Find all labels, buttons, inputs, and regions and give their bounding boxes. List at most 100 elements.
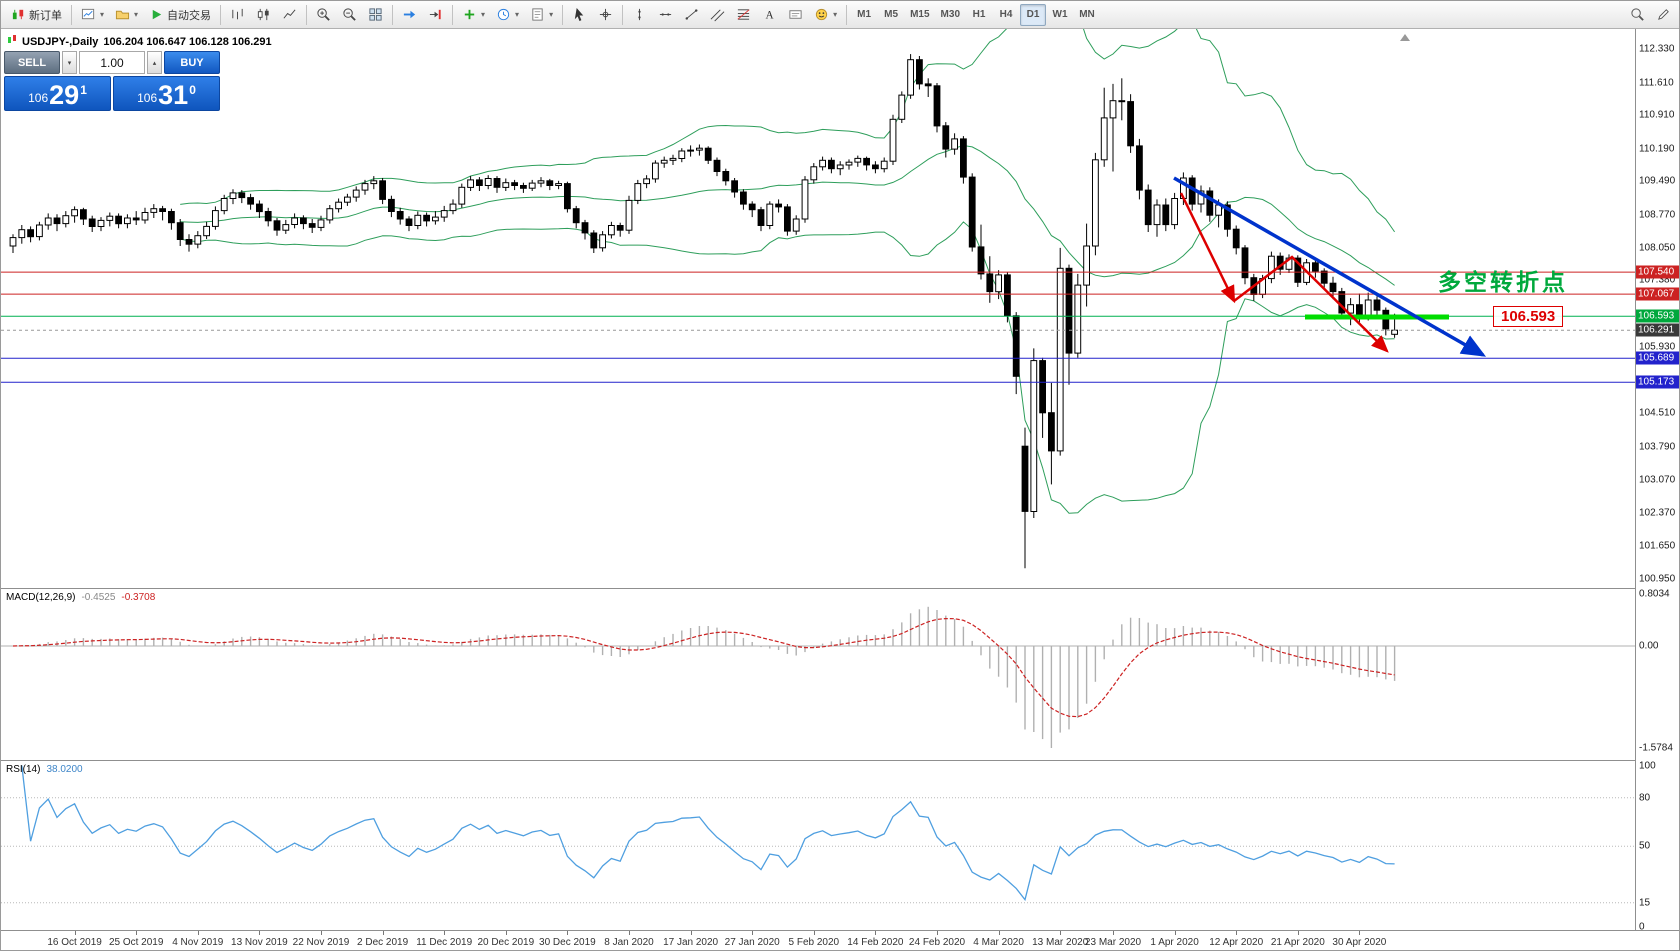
macd-signal-value: -0.3708 [121,592,156,603]
zoom-out-button[interactable] [337,4,362,26]
timeframe-mn-button[interactable]: MN [1074,4,1100,26]
auto-scroll-button[interactable] [397,4,422,26]
red-swing-arrow-1 [1179,192,1236,304]
zoom-in-button[interactable] [311,4,336,26]
price-tag-label: 105.173 [1636,375,1679,389]
hline-icon [658,7,673,22]
red-swing-arrow-2 [1233,255,1389,353]
ask-pipette: 0 [189,83,196,97]
timeframe-w1-button[interactable]: W1 [1047,4,1073,26]
indicators-button[interactable]: ▾ [457,4,490,26]
text-label-button[interactable] [783,4,808,26]
time-tick [1297,931,1299,935]
profiles-button[interactable]: ▾ [110,4,143,26]
volume-up-button[interactable]: ▴ [147,51,162,74]
shift-icon [428,7,443,22]
bar-chart-button[interactable] [225,4,250,26]
price-tag-label: 107.067 [1636,287,1679,301]
zoom-in-icon [316,7,331,22]
time-axis-label: 17 Jan 2020 [663,937,719,948]
trend-drawings[interactable] [1173,176,1487,357]
text-button[interactable]: A [757,4,782,26]
sell-price-button[interactable]: 106 29 1 [4,76,111,111]
timeframe-m30-button[interactable]: M30 [936,4,965,26]
sell-button[interactable]: SELL [4,51,60,74]
text-icon: A [762,7,777,22]
price-scale-separator [1635,29,1636,930]
price-scale-label: 101.650 [1639,540,1676,552]
rsi-scale-label: 100 [1639,760,1656,771]
rsi-indicator-label: RSI(14) 38.0200 [6,764,83,775]
price-level-annotation[interactable]: 106.593 [1493,306,1564,327]
edit-button[interactable] [1651,4,1676,26]
timeframe-m1-button[interactable]: M1 [851,4,877,26]
time-axis[interactable]: 16 Oct 2019 25 Oct 2019 4 Nov 2019 13 Nov 2… [1,931,1635,950]
auto-trading-button[interactable]: 自动交易 [144,4,216,26]
rsi-panel-separator[interactable] [1,760,1679,761]
rsi-line [21,765,1395,902]
new-order-button[interactable]: 新订单 [6,4,67,26]
price-tag-label: 105.689 [1636,351,1679,365]
tile-windows-button[interactable] [363,4,388,26]
price-scale-label: 103.790 [1639,441,1676,453]
clock-icon [496,7,511,22]
new-order-icon [11,7,26,22]
crosshair-button[interactable] [593,4,618,26]
timeframe-m1-button-label: M1 [857,9,872,20]
time-tick [259,931,261,935]
volume-down-button[interactable]: ▾ [62,51,77,74]
bid-big-digits: 29 [49,80,80,110]
price-scale-label: 103.070 [1639,474,1676,486]
time-axis-label: 27 Jan 2020 [724,937,780,948]
candlestick-button[interactable] [251,4,276,26]
timeframe-h4-button[interactable]: H4 [993,4,1019,26]
line-chart-button[interactable] [277,4,302,26]
price-scale-label: 110.190 [1639,143,1675,155]
timeframe-m15-button[interactable]: M15 [905,4,934,26]
trendline-button[interactable] [679,4,704,26]
cursor-button[interactable] [567,4,592,26]
arrows-button[interactable]: ▾ [809,4,842,26]
buy-price-button[interactable]: 106 31 0 [113,76,220,111]
bollinger-band-line [180,221,1395,514]
price-scale-label: 108.050 [1639,242,1676,254]
time-axis-label: 13 Mar 2020 [1032,937,1089,948]
chart-shift-button[interactable] [423,4,448,26]
periods-button[interactable]: ▾ [491,4,524,26]
price-scale[interactable]: 112.330 111.610 110.910 110.190 109.490 108.7… [1636,29,1679,933]
chart-shift-marker[interactable] [1400,34,1410,41]
macd-indicator-label: MACD(12,26,9) -0.4525 -0.3708 [6,592,155,603]
timeframe-h1-button[interactable]: H1 [966,4,992,26]
new-chart-button[interactable]: ▾ [76,4,109,26]
fibonacci-button[interactable] [731,4,756,26]
equidistant-channel-button[interactable] [705,4,730,26]
time-axis-label: 11 Dec 2019 [416,937,473,948]
search-button[interactable] [1625,4,1650,26]
turning-point-annotation[interactable]: 多空转折点 [1438,269,1568,295]
time-axis-line [1,930,1679,931]
rsi-scale-label: 80 [1639,792,1651,804]
bid-pipette: 1 [80,83,87,97]
rsi-pane [1,765,1635,904]
rsi-scale-label: 15 [1639,897,1651,909]
macd-main-value: -0.4525 [81,592,116,603]
price-scale-label: 107.380 [1639,274,1676,286]
price-scale-label: 100.950 [1639,573,1676,585]
ask-big-digits: 31 [158,80,189,110]
vertical-line-button[interactable] [627,4,652,26]
time-tick [1359,931,1361,935]
timeframe-d1-button[interactable]: D1 [1020,3,1046,26]
timeframe-d1-button-label: D1 [1026,9,1040,20]
macd-panel-separator[interactable] [1,588,1679,589]
edit-icon [1656,7,1671,22]
buy-button[interactable]: BUY [164,51,220,74]
horizontal-line-button[interactable] [653,4,678,26]
time-axis-label: 16 Oct 2019 [47,937,102,948]
volume-input[interactable] [80,52,144,73]
timeframe-m5-button[interactable]: M5 [878,4,904,26]
time-axis-label: 24 Feb 2020 [908,937,966,948]
templates-button[interactable]: ▾ [525,4,558,26]
new-order-button-label: 新订单 [29,9,62,22]
